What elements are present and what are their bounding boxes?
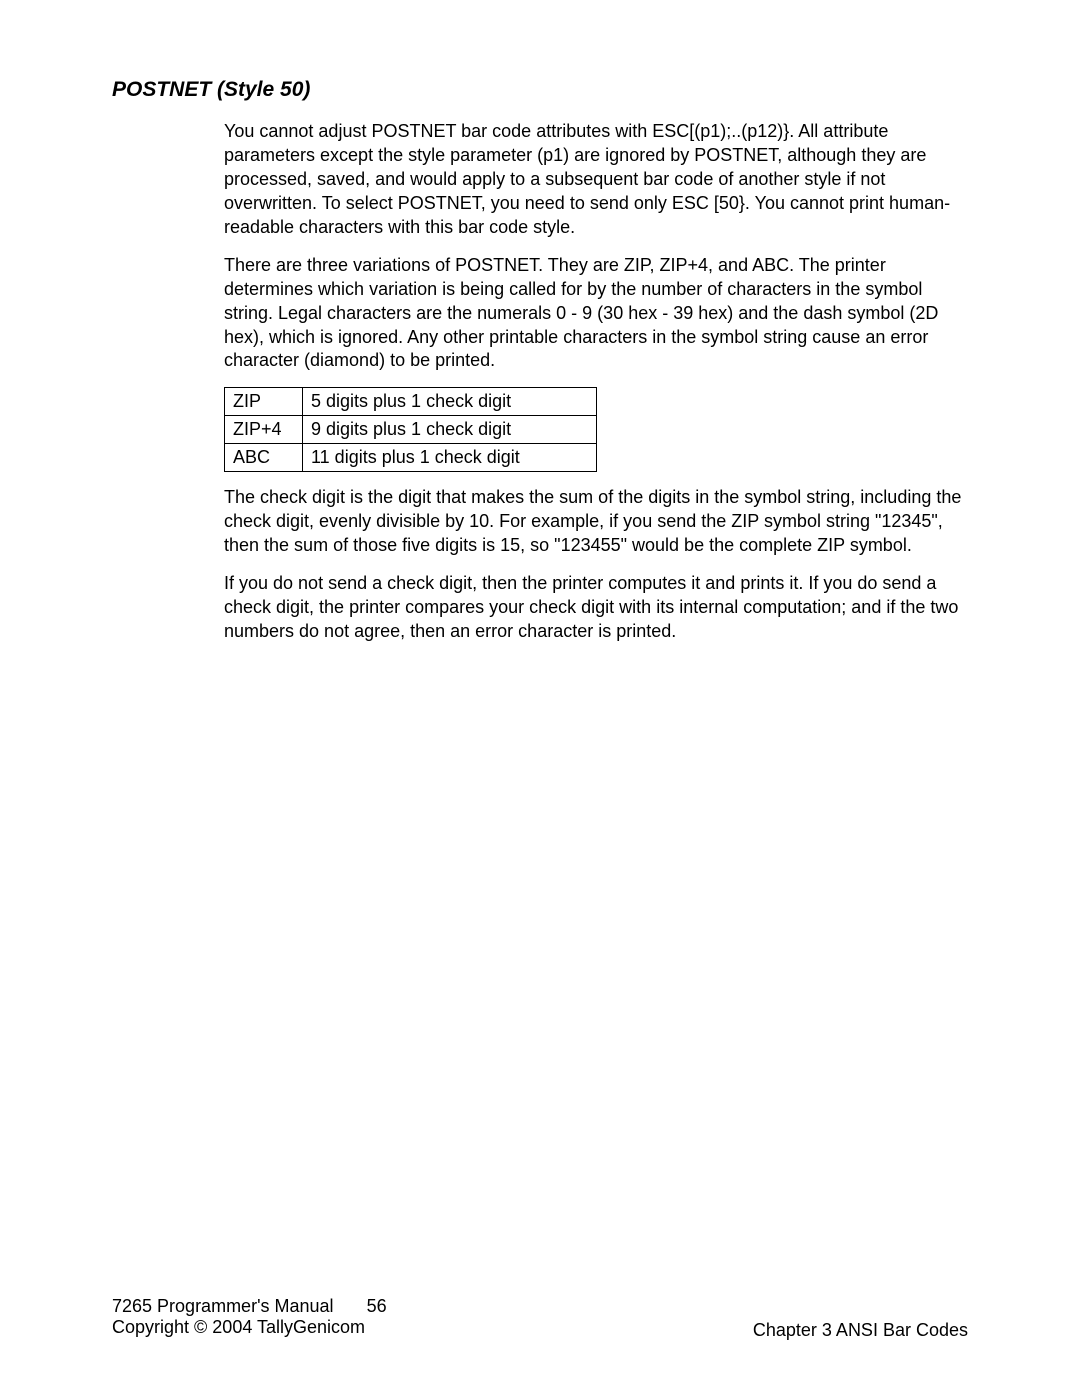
paragraph-2: There are three variations of POSTNET. T…	[224, 254, 968, 374]
table-row: ABC 11 digits plus 1 check digit	[225, 444, 597, 472]
copyright-text: Copyright © 2004 TallyGenicom	[112, 1317, 387, 1338]
section-heading: POSTNET (Style 50)	[112, 78, 968, 102]
table-cell-variation: ZIP+4	[225, 416, 303, 444]
paragraph-1: You cannot adjust POSTNET bar code attri…	[224, 120, 968, 240]
page-number: 56	[367, 1296, 387, 1317]
manual-title: 7265 Programmer's Manual	[112, 1296, 334, 1316]
table-row: ZIP 5 digits plus 1 check digit	[225, 388, 597, 416]
page-content: POSTNET (Style 50) You cannot adjust POS…	[0, 0, 1080, 644]
table-cell-description: 5 digits plus 1 check digit	[303, 388, 597, 416]
table-cell-variation: ABC	[225, 444, 303, 472]
table-cell-variation: ZIP	[225, 388, 303, 416]
table-row: ZIP+4 9 digits plus 1 check digit	[225, 416, 597, 444]
chapter-label: Chapter 3 ANSI Bar Codes	[753, 1320, 968, 1341]
postnet-variation-table: ZIP 5 digits plus 1 check digit ZIP+4 9 …	[224, 387, 597, 472]
table-cell-description: 9 digits plus 1 check digit	[303, 416, 597, 444]
paragraph-4: If you do not send a check digit, then t…	[224, 572, 968, 644]
paragraph-3: The check digit is the digit that makes …	[224, 486, 968, 558]
footer-manual-line: 7265 Programmer's Manual 56	[112, 1296, 387, 1317]
table-cell-description: 11 digits plus 1 check digit	[303, 444, 597, 472]
page-footer: 7265 Programmer's Manual 56 Copyright © …	[112, 1296, 968, 1341]
footer-left-block: 7265 Programmer's Manual 56 Copyright © …	[112, 1296, 387, 1338]
